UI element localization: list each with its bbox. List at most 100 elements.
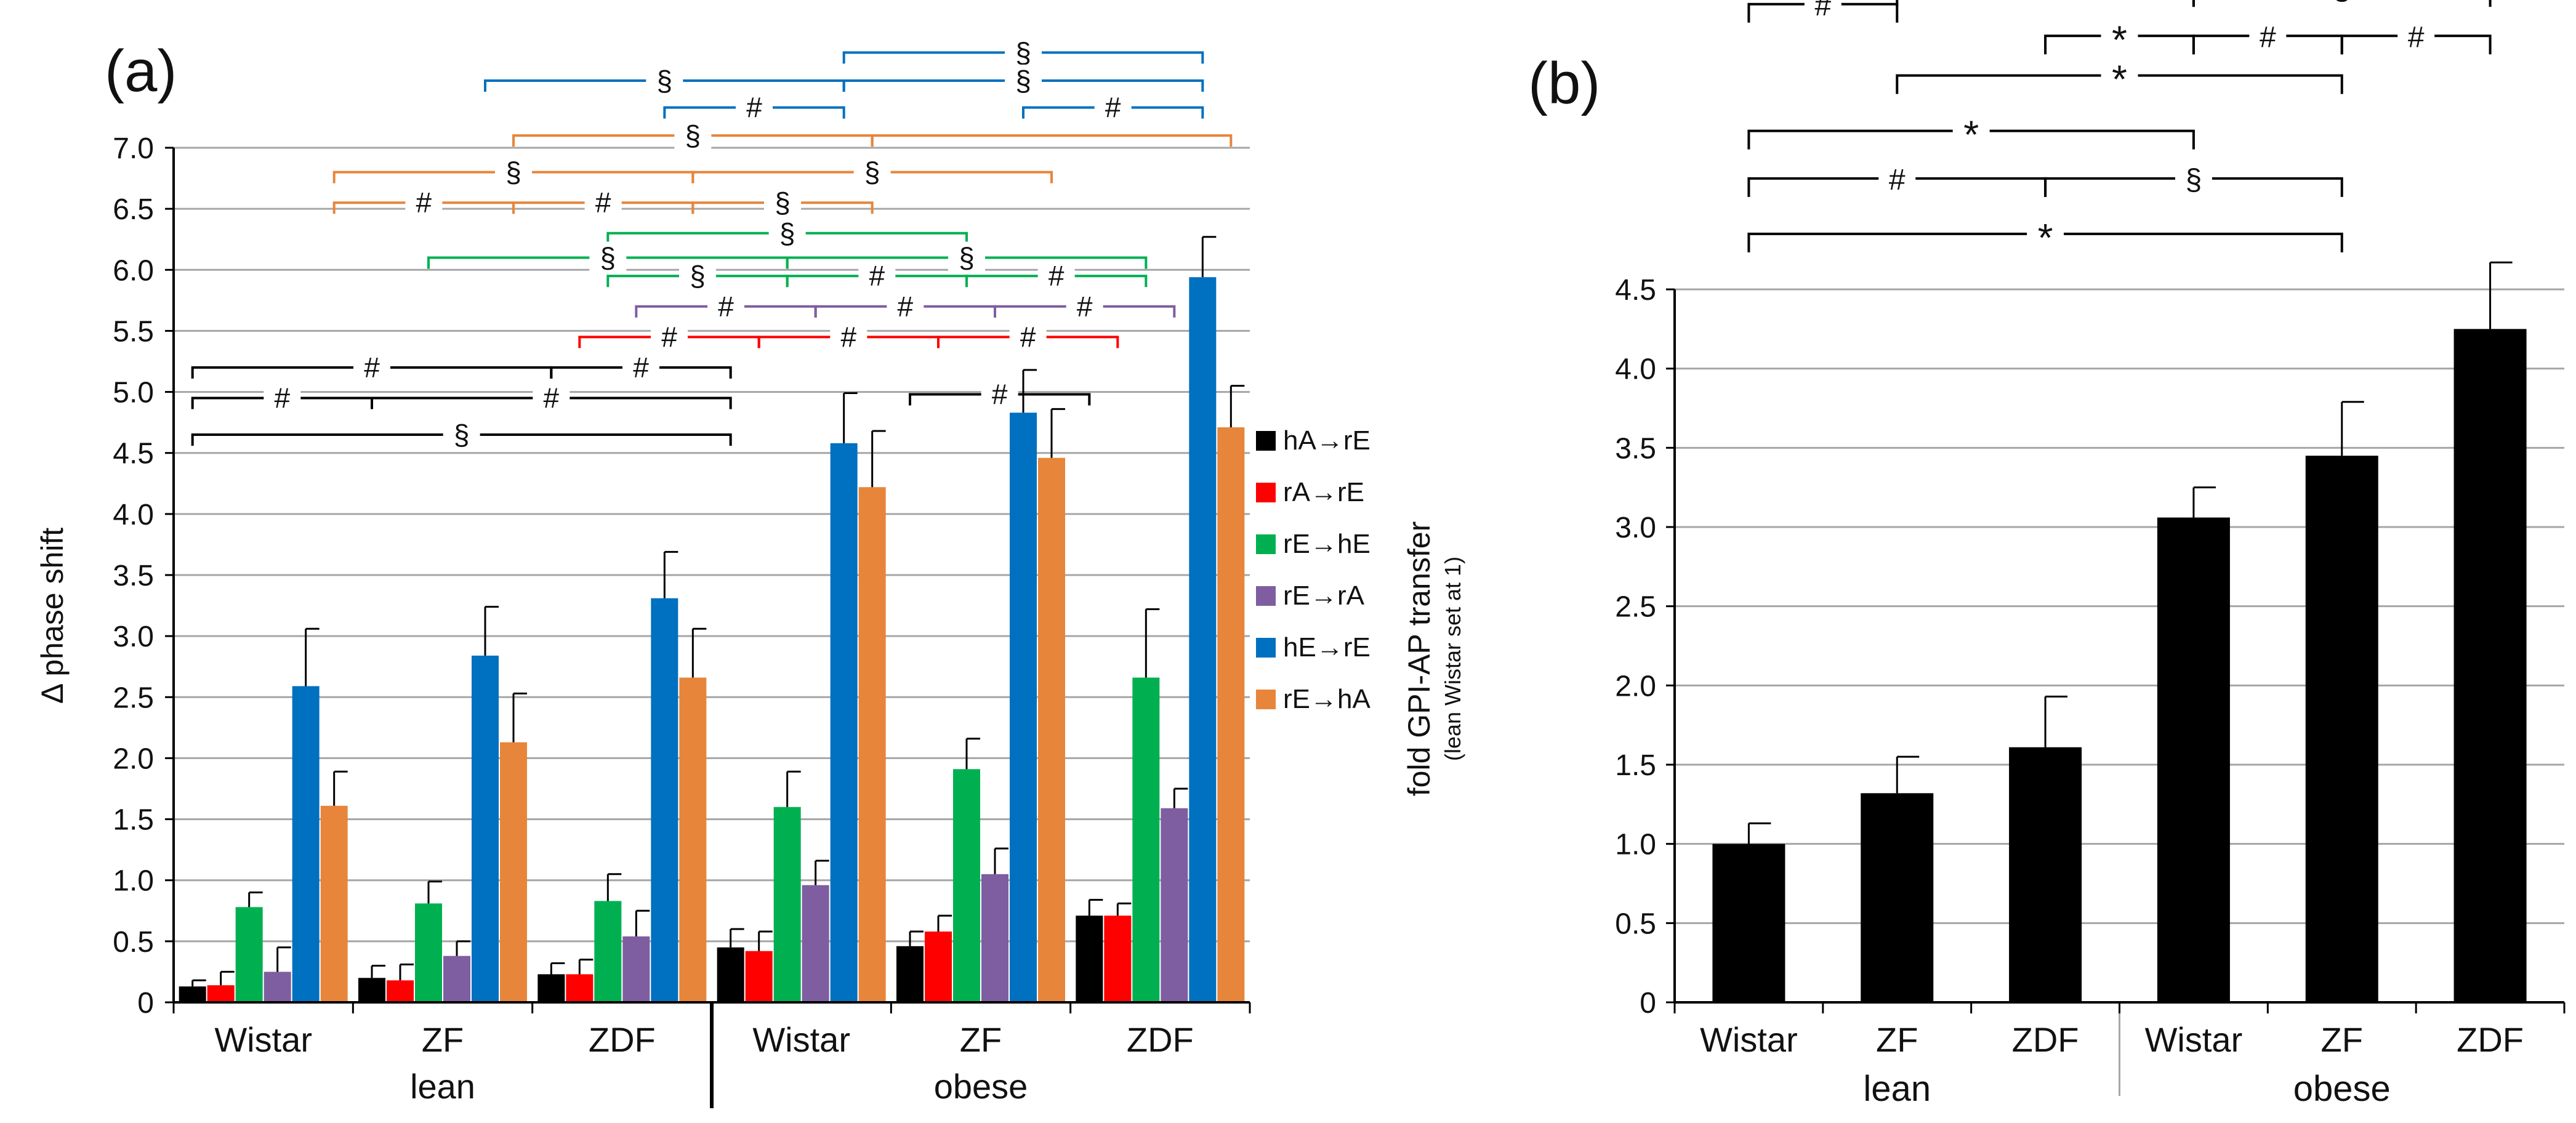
bar: [1861, 793, 1934, 1002]
bar: [358, 978, 385, 1002]
bar: [981, 874, 1008, 1002]
significance-label: #: [992, 379, 1008, 411]
bar: [566, 974, 594, 1002]
y-tick-label: 7.0: [113, 132, 154, 165]
significance-label: #: [595, 187, 611, 219]
significance-label-bg: [1005, 36, 1042, 69]
bar: [858, 487, 886, 1002]
x-tick-label: ZDF: [589, 1020, 656, 1059]
significance-label-bg: [2323, 0, 2361, 5]
significance-label-bg: [948, 241, 985, 274]
bar: [1712, 843, 1785, 1002]
significance-label: #: [1020, 321, 1036, 353]
bar: [1217, 427, 1245, 1002]
bar: [387, 980, 414, 1002]
bar: [443, 956, 470, 1002]
bar: [320, 805, 348, 1002]
x-tick-label: Wistar: [752, 1020, 850, 1059]
legend-label: rE→hA: [1283, 684, 1371, 714]
bar: [925, 931, 952, 1002]
chart-b-bars: [1712, 329, 2527, 1003]
chart-b-error-bars: [1747, 261, 2513, 844]
bar: [717, 947, 744, 1002]
significance-label-bg: [736, 91, 773, 124]
legend-label: hE→rE: [1283, 632, 1371, 662]
chart-b-y-axis-label: fold GPI-AP transfer: [1402, 521, 1436, 796]
significance-label-bg: [651, 321, 688, 353]
legend-swatch: [1256, 586, 1276, 606]
significance-label-bg: [2175, 162, 2212, 195]
bar: [2453, 329, 2527, 1003]
chart-b-y-axis-sublabel: (lean Wistar set at 1): [1440, 557, 1465, 761]
significance-label-bg: [1094, 91, 1132, 124]
significance-label-bg: [264, 382, 301, 414]
significance-label: *: [1963, 113, 1979, 157]
significance-label: #: [275, 382, 291, 414]
significance-label-bg: [353, 351, 390, 384]
significance-label-bg: [2101, 20, 2138, 52]
bar: [500, 742, 527, 1002]
significance-label: §: [775, 187, 791, 219]
chart-b-x-labels: Wistar ZF ZDF Wistar ZF ZDF lean obese: [1700, 1020, 2524, 1109]
significance-label: §: [864, 156, 880, 188]
group-label: lean: [1863, 1069, 1931, 1109]
bar: [1161, 808, 1188, 1002]
significance-label: §: [2333, 0, 2350, 6]
significance-label-bg: [2397, 20, 2435, 52]
bar: [472, 655, 499, 1002]
significance-label: §: [685, 119, 701, 151]
significance-label-bg: [533, 382, 570, 414]
significance-label-bg: [2249, 20, 2287, 52]
significance-label-bg: [1878, 162, 1916, 195]
y-tick-label: 0: [137, 987, 154, 1020]
significance-label-bg: [858, 260, 896, 292]
significance-label: §: [1015, 65, 1031, 97]
legend-swatch: [1256, 690, 1276, 709]
bar: [896, 946, 924, 1002]
significance-label-bg: [2027, 217, 2064, 250]
y-tick-label: 2.0: [1615, 670, 1656, 702]
y-tick-label: 4.5: [1615, 274, 1656, 307]
bar: [1010, 413, 1037, 1002]
group-label: obese: [934, 1067, 1028, 1106]
y-tick-label: 3.0: [113, 621, 154, 653]
significance-label: §: [600, 241, 616, 273]
y-tick-label: 4.0: [113, 499, 154, 531]
significance-label-bg: [1005, 64, 1042, 97]
chart-b-y-ticks: 0 0.5 1.0 1.5 2.0 2.5 3.0 3.5 4.0 4.5: [1615, 274, 1675, 1020]
x-tick-label: ZDF: [2457, 1020, 2524, 1059]
significance-label-bg: [1009, 321, 1047, 353]
y-tick-label: 6.5: [113, 193, 154, 226]
bar: [1038, 457, 1065, 1002]
significance-label: *: [2038, 215, 2053, 260]
significance-label: #: [1049, 260, 1065, 292]
y-tick-label: 4.0: [1615, 353, 1656, 386]
y-tick-label: 2.0: [113, 743, 154, 775]
bar: [1104, 916, 1132, 1002]
bar: [1189, 277, 1217, 1002]
bar: [2305, 456, 2378, 1002]
significance-label: #: [841, 321, 857, 353]
significance-label-bg: [622, 351, 659, 384]
y-tick-label: 6.0: [113, 254, 154, 287]
bar: [292, 686, 320, 1002]
bar: [1076, 916, 1103, 1002]
chart-b-gridlines: [1675, 288, 2564, 924]
chart-a-legend: hA→rE rA→rE rE→hE rE→rA hE→rE rE→hA: [1256, 425, 1371, 714]
significance-label: §: [657, 65, 673, 97]
significance-label-bg: [1037, 260, 1075, 292]
significance-label: #: [869, 260, 885, 292]
significance-label: §: [454, 419, 470, 451]
y-tick-label: 3.0: [1615, 512, 1656, 544]
significance-label-bg: [764, 187, 801, 219]
significance-label-bg: [443, 418, 480, 451]
significance-label-bg: [679, 260, 716, 292]
significance-label-bg: [646, 64, 683, 97]
bar: [594, 901, 622, 1002]
significance-label: §: [779, 217, 795, 249]
significance-label-bg: [707, 290, 744, 323]
significance-label: #: [1814, 0, 1831, 22]
bar: [745, 951, 773, 1002]
bar: [235, 907, 263, 1002]
significance-label-bg: [887, 290, 924, 323]
